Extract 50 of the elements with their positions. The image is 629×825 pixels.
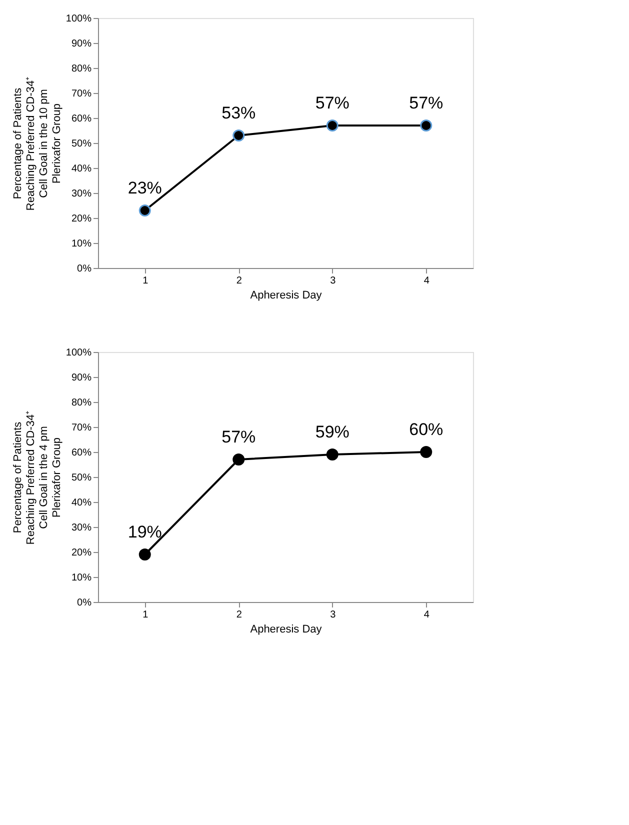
data-label: 57% (315, 94, 350, 112)
point (326, 448, 338, 460)
data-label: 59% (315, 422, 350, 442)
y-tick-label: 30% (71, 188, 92, 200)
point (420, 446, 432, 458)
y-tick-label: 10% (71, 238, 92, 250)
y-tick-label: 60% (71, 448, 92, 458)
y-tick-label: 10% (71, 572, 92, 584)
data-label: 57% (222, 428, 256, 446)
data-label: 60% (409, 420, 444, 439)
x-tick-label: 4 (424, 610, 430, 620)
x-tick-label: 2 (236, 610, 242, 620)
y-tick-label: 50% (71, 472, 92, 484)
data-label: 57% (409, 94, 444, 112)
x-tick-label: 1 (142, 276, 149, 286)
point (232, 454, 245, 466)
y-tick-label: 30% (71, 522, 92, 534)
y-tick-label: 90% (71, 38, 92, 50)
point (138, 548, 151, 560)
y-axis-title: Percentage of Patients Reaching Preferred CD-34⁺ Cell Goal in the 4 pm Plerixafor Group (12, 410, 63, 545)
y-tick-label: 50% (71, 138, 92, 150)
x-axis-title: Apheresis Day (250, 624, 322, 636)
point (232, 130, 245, 142)
y-tick-label: 80% (71, 398, 92, 408)
x-tick-label: 3 (330, 610, 336, 620)
y-tick-label: 60% (71, 114, 92, 124)
y-tick-label: 70% (71, 88, 92, 100)
x-axis-title: Apheresis Day (250, 290, 322, 302)
y-tick-label: 0% (77, 264, 92, 274)
y-tick-label: 90% (71, 372, 92, 384)
point (420, 120, 432, 132)
y-tick-label: 40% (71, 164, 92, 174)
point (326, 120, 338, 132)
data-label: 53% (222, 104, 256, 122)
y-tick-label: 20% (71, 214, 92, 224)
data-label: 23% (128, 178, 162, 198)
y-tick-label: 100% (66, 348, 92, 358)
x-tick-label: 2 (236, 276, 242, 286)
y-tick-label: 20% (71, 548, 92, 558)
x-tick-label: 4 (424, 276, 430, 286)
x-tick-label: 3 (330, 276, 336, 286)
point (138, 204, 151, 216)
y-tick-label: 40% (71, 498, 92, 508)
y-tick-label: 80% (71, 64, 92, 74)
y-axis-title: Percentage of Patients Reaching Preferred CD-34⁺ Cell Goal in the 10 pm Plerixafor Group (12, 76, 63, 211)
data-label: 19% (128, 522, 162, 542)
y-tick-label: 70% (71, 422, 92, 434)
x-tick-label: 1 (142, 610, 149, 620)
y-tick-label: 0% (77, 598, 92, 608)
y-tick-label: 100% (66, 14, 92, 24)
